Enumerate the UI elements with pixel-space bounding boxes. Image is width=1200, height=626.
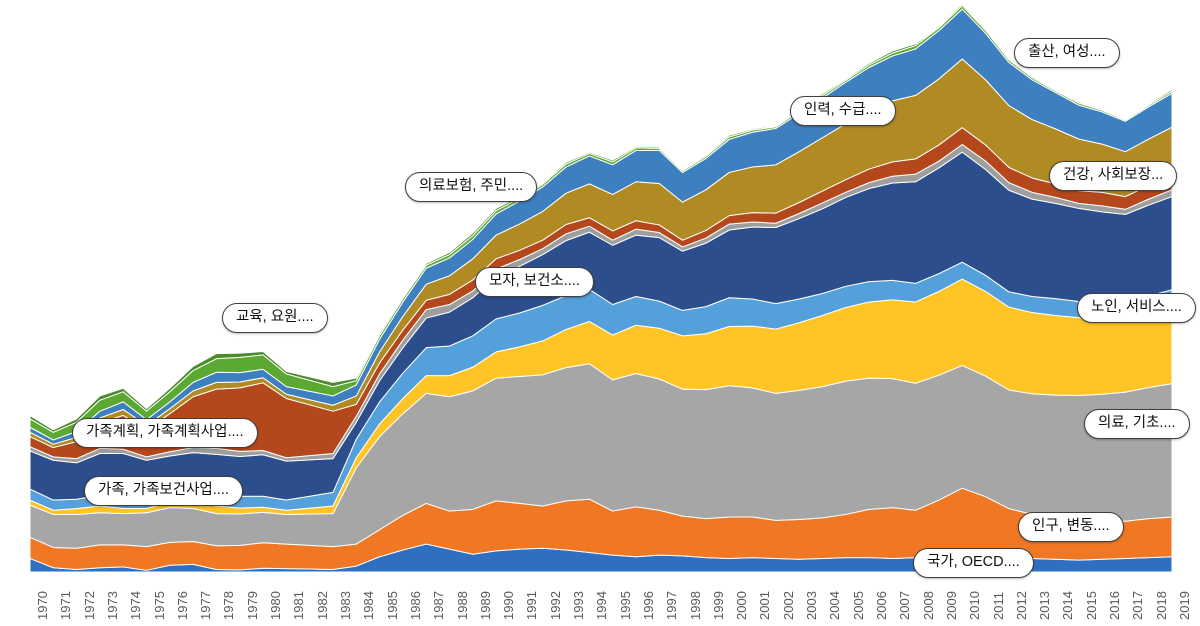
x-axis-tick-1994: 1994 (594, 591, 610, 620)
x-axis-tick-2007: 2007 (897, 591, 913, 620)
callout-label: 인구, 변동.... (1032, 518, 1110, 534)
x-axis-tick-2001: 2001 (757, 591, 773, 620)
x-axis-tick-1986: 1986 (407, 591, 423, 620)
x-axis-tick-2011: 2011 (990, 592, 1006, 620)
callout-gajok-bogeon[interactable]: 가족, 가족보건사업.... (84, 476, 243, 506)
x-axis-tick-2003: 2003 (804, 591, 820, 620)
callout-label: 노인, 서비스.... (1091, 299, 1182, 315)
callout-ingu-byeondong[interactable]: 인구, 변동.... (1018, 512, 1124, 542)
x-axis-tick-1972: 1972 (81, 591, 97, 620)
x-axis-tick-2012: 2012 (1013, 591, 1029, 620)
x-axis-tick-2018: 2018 (1153, 591, 1169, 620)
callout-uiryo-gicho[interactable]: 의료, 기초.... (1084, 409, 1190, 439)
x-axis-tick-1989: 1989 (477, 591, 493, 620)
callout-illyeok-sugeup[interactable]: 인력, 수급.... (790, 96, 896, 126)
callout-gyoyuk-yowon[interactable]: 교육, 요원.... (222, 303, 328, 333)
x-axis-tick-1978: 1978 (221, 591, 237, 620)
x-axis-tick-1997: 1997 (664, 591, 680, 620)
x-axis-tick-2004: 2004 (827, 591, 843, 620)
x-axis-tick-1974: 1974 (128, 591, 144, 620)
x-axis-tick-2000: 2000 (734, 591, 750, 620)
x-axis-tick-1999: 1999 (710, 591, 726, 620)
x-axis-tick-1984: 1984 (361, 591, 377, 620)
callout-label: 의료, 기초.... (1098, 415, 1176, 431)
callout-label: 가족, 가족보건사업.... (98, 482, 229, 498)
x-axis-tick-2016: 2016 (1107, 591, 1123, 620)
x-axis-tick-1988: 1988 (454, 591, 470, 620)
x-axis-tick-1971: 1971 (58, 591, 74, 620)
x-axis-tick-1979: 1979 (244, 591, 260, 620)
callout-label: 국가, OECD.... (927, 554, 1020, 570)
x-axis-tick-2013: 2013 (1037, 591, 1053, 620)
x-axis-tick-2017: 2017 (1130, 591, 1146, 620)
callout-label: 출산, 여성.... (1028, 44, 1106, 60)
callout-noin-seobiseu[interactable]: 노인, 서비스.... (1077, 293, 1196, 323)
x-axis-tick-2002: 2002 (780, 591, 796, 620)
callout-label: 건강, 사회보장... (1063, 167, 1164, 183)
x-axis-tick-1973: 1973 (104, 591, 120, 620)
x-axis-tick-1975: 1975 (151, 591, 167, 620)
area-series-group (29, 3, 1173, 573)
x-axis-tick-1981: 1981 (291, 591, 307, 620)
x-axis-tick-1995: 1995 (617, 591, 633, 620)
callout-uiryoboheom[interactable]: 의료보험, 주민.... (405, 172, 538, 202)
callout-label: 의료보험, 주민.... (419, 178, 524, 194)
callout-moja-bogeonso[interactable]: 모자, 보건소.... (475, 267, 594, 297)
x-axis-tick-2014: 2014 (1060, 591, 1076, 620)
x-axis-tick-1998: 1998 (687, 591, 703, 620)
x-axis-tick-1996: 1996 (640, 591, 656, 620)
callout-gukga-oecd[interactable]: 국가, OECD.... (913, 548, 1034, 578)
callout-label: 가족계획, 가족계획사업.... (86, 424, 244, 440)
x-axis-tick-2005: 2005 (850, 591, 866, 620)
callout-label: 교육, 요원.... (236, 309, 314, 325)
callout-gajokgyehoek[interactable]: 가족계획, 가족계획사업.... (72, 418, 258, 448)
x-axis-tick-1990: 1990 (501, 591, 517, 620)
x-axis-tick-1976: 1976 (174, 591, 190, 620)
callout-chulsan-yeoseong[interactable]: 출산, 여성.... (1014, 38, 1120, 68)
x-axis-tick-1991: 1991 (524, 591, 540, 620)
x-axis-tick-2015: 2015 (1083, 591, 1099, 620)
x-axis-tick-2009: 2009 (943, 591, 959, 620)
x-axis-tick-2019: 2019 (1177, 591, 1192, 620)
x-axis-tick-1987: 1987 (431, 591, 447, 620)
x-axis-tick-1977: 1977 (198, 591, 214, 620)
callout-geongang-sahoe[interactable]: 건강, 사회보장... (1049, 161, 1178, 191)
x-axis-tick-1993: 1993 (571, 591, 587, 620)
x-axis-tick-2006: 2006 (874, 591, 890, 620)
x-axis-tick-2010: 2010 (967, 591, 983, 620)
x-axis-tick-1983: 1983 (337, 591, 353, 620)
x-axis-tick-1985: 1985 (384, 591, 400, 620)
callout-label: 모자, 보건소.... (489, 273, 580, 289)
x-axis-tick-1982: 1982 (314, 591, 330, 620)
x-axis-tick-1992: 1992 (547, 591, 563, 620)
x-axis-tick-1970: 1970 (35, 591, 50, 620)
x-axis-tick-1980: 1980 (268, 591, 284, 620)
callout-label: 인력, 수급.... (804, 102, 882, 118)
x-axis-tick-2008: 2008 (920, 591, 936, 620)
area-series (29, 3, 1173, 433)
